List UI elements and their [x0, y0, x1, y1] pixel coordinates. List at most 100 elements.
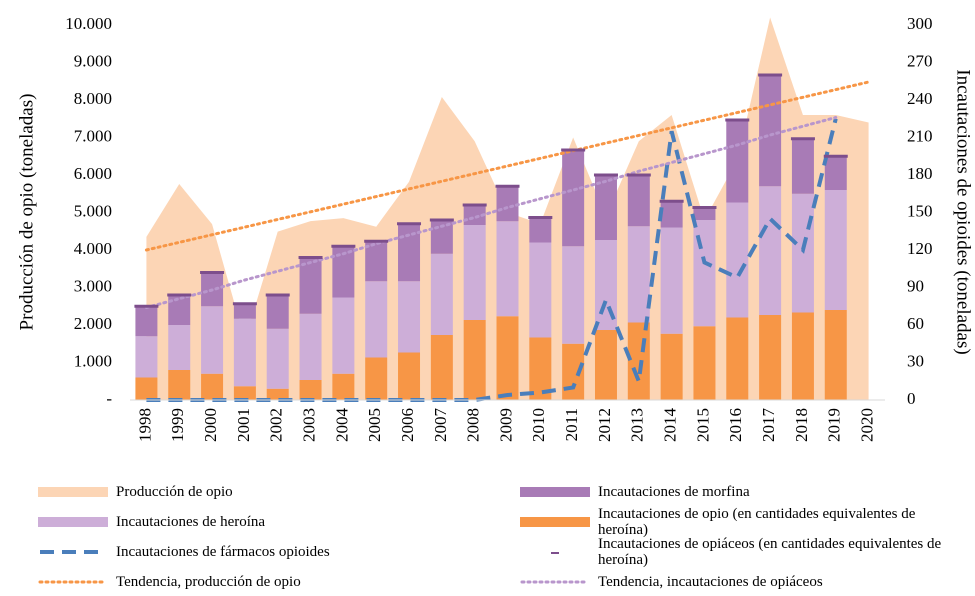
bar — [693, 326, 716, 400]
bar — [398, 352, 421, 400]
legend-label: Tendencia, producción de opio — [116, 574, 301, 590]
y2-tick-label: 240 — [907, 89, 933, 108]
swatch — [38, 487, 108, 497]
swatch — [520, 487, 590, 497]
x-tick-label: 2020 — [857, 408, 876, 442]
area — [146, 17, 869, 400]
y2-tick-label: 90 — [907, 276, 924, 295]
x-tick-label: 2014 — [661, 408, 680, 443]
x-tick-label: 2007 — [431, 408, 450, 443]
legend-swatch — [551, 552, 559, 554]
bar — [594, 330, 617, 400]
x-tick-label: 2002 — [267, 408, 286, 442]
y2-tick-label: 180 — [907, 164, 933, 183]
swatch — [520, 517, 590, 527]
legend-swatch — [520, 517, 590, 527]
y2-tick-label: 60 — [907, 314, 924, 333]
x-tick-label: 2008 — [464, 408, 483, 442]
y-tick-label: 8.000 — [74, 89, 112, 108]
legend-label: Incautaciones de opiáceos (en cantidades… — [598, 536, 942, 568]
y2-tick-label: 150 — [907, 201, 933, 220]
y-tick-label: 6.000 — [74, 164, 112, 183]
legend-item: Incautaciones de opio (en cantidades equ… — [520, 506, 960, 538]
legend-label: Incautaciones de heroína — [116, 514, 266, 530]
bar — [365, 241, 388, 282]
bar — [332, 373, 355, 400]
bar — [233, 303, 256, 319]
swatch — [38, 517, 108, 527]
legend-label: Incautaciones de morfina — [598, 484, 750, 500]
y-tick-label: 9.000 — [74, 51, 112, 70]
bar — [791, 193, 814, 313]
bar — [168, 370, 191, 400]
bar — [430, 253, 453, 335]
y-tick-label: 4.000 — [74, 239, 112, 258]
y2-tick-label: 120 — [907, 239, 933, 258]
legend-label: Tendencia, incautaciones de opiáceos — [598, 574, 823, 590]
line — [144, 80, 871, 252]
bar — [594, 175, 617, 240]
x-tick-label: 2016 — [726, 408, 745, 442]
bar — [463, 225, 486, 320]
bar — [430, 335, 453, 400]
bar — [332, 297, 355, 374]
bar — [824, 156, 847, 190]
bar — [759, 75, 782, 187]
bar — [135, 377, 158, 400]
bar — [496, 316, 519, 400]
bar — [529, 242, 552, 338]
y2-tick-label: 210 — [907, 126, 933, 145]
bar — [135, 336, 158, 378]
y2-tick-label: 300 — [907, 14, 933, 33]
x-tick-label: 2017 — [759, 408, 778, 443]
bar — [660, 333, 683, 400]
bar — [168, 295, 191, 325]
bar — [365, 281, 388, 358]
bar — [233, 386, 256, 400]
chart: Producción de opio (toneladas) Incautaci… — [16, 14, 974, 443]
legend-item: Producción de opio — [38, 478, 468, 506]
y2-axis-title: Incautaciones de opioides (toneladas) — [953, 69, 974, 354]
bar — [463, 205, 486, 225]
y-axis-title: Producción de opio (toneladas) — [16, 94, 37, 331]
bar — [562, 343, 585, 400]
legend-swatch — [40, 550, 106, 554]
legend-swatch — [38, 517, 108, 527]
bar — [168, 325, 191, 370]
bar — [266, 388, 289, 400]
bar — [759, 186, 782, 315]
bar — [496, 221, 519, 317]
y-tick-label: 1.000 — [74, 351, 112, 370]
bar — [726, 317, 749, 400]
bar — [496, 186, 519, 222]
x-tick-label: 2015 — [693, 408, 712, 442]
legend-item: Incautaciones de fármacos opioides — [38, 538, 468, 566]
bar — [299, 380, 322, 400]
bar — [627, 175, 650, 227]
bar — [759, 315, 782, 400]
x-tick-label: 2009 — [496, 408, 515, 442]
x-tick-label: 2012 — [595, 408, 614, 442]
bar — [332, 246, 355, 298]
bar — [824, 190, 847, 310]
y-tick-label: 10.000 — [65, 14, 112, 33]
x-tick-label: 2000 — [201, 408, 220, 442]
bar — [201, 373, 224, 400]
bar — [693, 207, 716, 220]
y-tick-label: - — [106, 389, 112, 408]
legend-label: Producción de opio — [116, 484, 233, 500]
bar — [562, 246, 585, 344]
x-tick-label: 2010 — [529, 408, 548, 442]
x-tick-label: 1998 — [135, 408, 154, 442]
bar — [135, 306, 158, 337]
legend-item: Tendencia, incautaciones de opiáceos — [520, 568, 960, 596]
bar — [791, 312, 814, 400]
legend-swatch — [38, 487, 108, 497]
x-tick-label: 2006 — [398, 408, 417, 442]
x-tick-label: 1999 — [168, 408, 187, 442]
x-tick-label: 2004 — [332, 408, 351, 443]
bar — [365, 357, 388, 400]
bar — [627, 322, 650, 400]
bar — [299, 313, 322, 380]
